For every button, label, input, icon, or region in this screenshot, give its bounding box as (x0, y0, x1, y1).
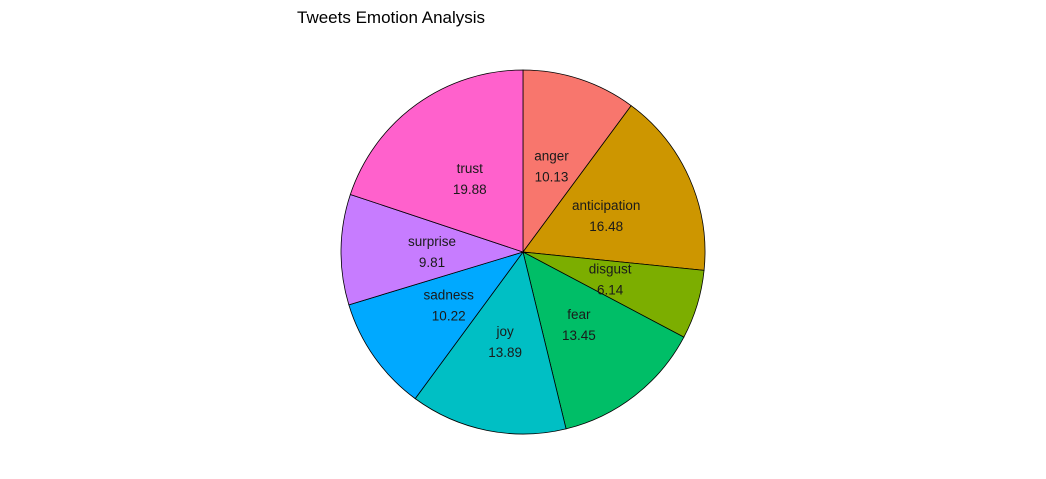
slice-value-anger: 10.13 (535, 170, 569, 185)
slice-value-joy: 13.89 (488, 345, 522, 360)
slice-label-fear: fear (567, 307, 591, 322)
pie-slice-anticipation (522, 105, 706, 271)
slice-label-trust: trust (457, 161, 484, 176)
slice-value-fear: 13.45 (562, 328, 596, 343)
slice-label-joy: joy (495, 324, 514, 339)
pie-slice-joy (414, 251, 567, 435)
slice-value-disgust: 6.14 (597, 282, 624, 297)
slice-label-surprise: surprise (408, 234, 456, 249)
pie-slice-fear (522, 251, 685, 430)
pie-slices (340, 69, 706, 435)
slice-label-sadness: sadness (424, 288, 475, 303)
pie-slice-surprise (340, 193, 525, 306)
slice-label-anticipation: anticipation (572, 198, 640, 213)
slice-label-anger: anger (534, 149, 569, 164)
chart-title: Tweets Emotion Analysis (297, 8, 485, 27)
slice-label-disgust: disgust (589, 261, 632, 276)
slice-value-trust: 19.88 (453, 182, 487, 197)
slice-value-anticipation: 16.48 (589, 219, 623, 234)
pie-slice-trust (349, 69, 524, 253)
pie-slice-sadness (348, 251, 525, 400)
slice-value-sadness: 10.22 (432, 309, 466, 324)
pie-slice-anger (522, 69, 632, 254)
slice-value-surprise: 9.81 (419, 255, 445, 270)
